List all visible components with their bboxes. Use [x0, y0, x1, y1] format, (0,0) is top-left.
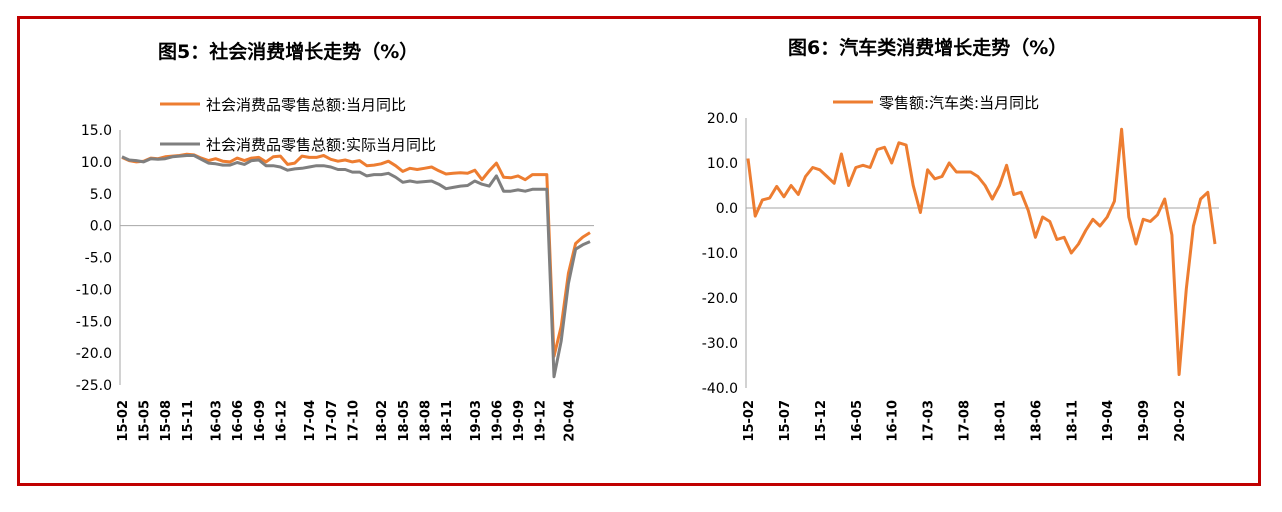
y-tick-label: -20.0: [702, 291, 738, 307]
x-tick-label: 17-03: [922, 400, 937, 442]
x-tick-label: 17-07: [325, 400, 340, 442]
x-tick-label: 19-09: [1137, 400, 1152, 442]
x-tick-label: 16-12: [274, 400, 289, 442]
x-tick-label: 15-11: [181, 400, 196, 442]
x-tick-label: 19-03: [469, 400, 484, 442]
axes: 20.0 10.0 0.0 -10.0 -20.0 -30.0 -40.0 15-02 15-0…: [702, 111, 1219, 442]
chart-auto-consumption: 图6：汽车类消费增长走势（%） 零售额:汽车类:当月同比 20.0 10.0 0.0…: [702, 36, 1219, 442]
chart-title: 图5：社会消费增长走势（%）: [158, 40, 418, 63]
x-tick-label: 17-04: [303, 400, 318, 442]
y-tick-label: 0.0: [90, 219, 112, 235]
chart-social-consumption: 图5：社会消费增长走势（%） 社会消费品零售总额:当月同比社会消费品零售总额:实…: [76, 40, 594, 442]
y-tick-label: -15.0: [76, 314, 112, 330]
x-tick-label: 17-08: [958, 400, 973, 442]
x-tick-label: 18-11: [1065, 400, 1080, 442]
x-tick-label: 18-05: [397, 400, 412, 442]
x-tick-label: 16-05: [850, 400, 865, 442]
y-tick-label: 5.0: [90, 187, 112, 203]
x-tick-label: 16-09: [253, 400, 268, 442]
x-tick-label: 18-01: [993, 400, 1008, 442]
y-tick-label: 20.0: [707, 111, 738, 127]
y-tick-label: -10.0: [76, 282, 112, 298]
x-tick-label: 18-02: [375, 400, 390, 442]
series-layer: [121, 152, 591, 379]
x-tick-label: 17-10: [346, 400, 361, 442]
x-tick-label: 18-08: [418, 400, 433, 442]
x-tick-label: 15-08: [159, 400, 174, 442]
x-tick-label: 15-02: [116, 400, 131, 442]
x-tick-label: 15-12: [814, 400, 829, 442]
legend-label: 零售额:汽车类:当月同比: [879, 94, 1039, 112]
x-tick-label: 15-05: [138, 400, 153, 442]
x-tick-label: 18-06: [1029, 400, 1044, 442]
chart-title: 图6：汽车类消费增长走势（%）: [788, 36, 1067, 59]
x-tick-label: 16-10: [886, 400, 901, 442]
y-tick-label: 15.0: [81, 123, 112, 139]
axes: 15.010.05.00.0-5.0-10.0-15.0-20.0-25.015…: [76, 123, 594, 442]
x-tick-label: 15-02: [742, 400, 757, 442]
y-tick-label: 10.0: [81, 155, 112, 171]
legend-label: 社会消费品零售总额:实际当月同比: [206, 136, 436, 154]
x-tick-label: 19-09: [512, 400, 527, 442]
x-tick-label: 19-04: [1101, 400, 1116, 442]
chart-frame: [17, 16, 1261, 486]
x-tick-label: 20-04: [562, 400, 577, 442]
x-tick-label: 20-02: [1173, 400, 1188, 442]
y-tick-label: -5.0: [85, 251, 112, 267]
y-tick-label: -25.0: [76, 378, 112, 394]
y-tick-label: -10.0: [702, 246, 738, 262]
x-tick-label: 16-06: [231, 400, 246, 442]
x-tick-label: 19-06: [490, 400, 505, 442]
y-tick-label: -20.0: [76, 346, 112, 362]
x-tick-label: 16-03: [210, 400, 225, 442]
y-tick-label: -40.0: [702, 381, 738, 397]
series-layer: [746, 127, 1217, 376]
x-tick-label: 15-07: [778, 400, 793, 442]
y-tick-label: -30.0: [702, 336, 738, 352]
x-tick-label: 18-11: [440, 400, 455, 442]
series-line: [121, 152, 591, 358]
series-line: [121, 154, 591, 379]
y-tick-label: 10.0: [707, 156, 738, 172]
y-tick-label: 0.0: [716, 201, 738, 217]
legend-label: 社会消费品零售总额:当月同比: [206, 96, 406, 114]
x-tick-label: 19-12: [534, 400, 549, 442]
series-line: [746, 127, 1217, 376]
legend: 零售额:汽车类:当月同比: [833, 94, 1039, 112]
